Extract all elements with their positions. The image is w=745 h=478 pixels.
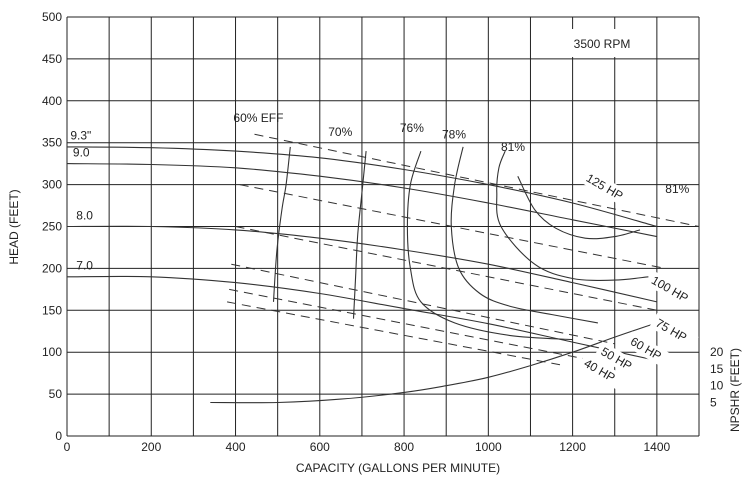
- horsepower-label-background: [579, 168, 630, 206]
- efficiency-curve: [272, 146, 291, 302]
- y-tick-label: 350: [42, 136, 62, 150]
- rpm-annotation: 3500 RPM: [574, 37, 631, 51]
- efficiency-curve-label: 60% EFF: [233, 111, 283, 125]
- x-tick-label: 1000: [475, 440, 502, 454]
- y-tick-label: 0: [55, 429, 62, 443]
- impeller-curve: [66, 163, 658, 238]
- y-tick-label: 250: [42, 220, 62, 234]
- impeller-curve-label: 9.3": [70, 129, 91, 143]
- horsepower-label-background: [594, 341, 645, 380]
- x-tick-label: 600: [310, 440, 330, 454]
- y-tick-label: 150: [42, 303, 62, 317]
- horsepower-line: [231, 263, 615, 345]
- horsepower-label-background: [649, 312, 699, 351]
- curves: [66, 133, 700, 404]
- efficiency-curve: [406, 150, 573, 341]
- y-axis-title: HEAD (FEET): [7, 189, 21, 264]
- efficiency-curve-label: 70%: [328, 125, 352, 139]
- x-axis-title: CAPACITY (GALLONS PER MINUTE): [296, 461, 500, 475]
- y2-tick-label: 20: [710, 345, 724, 359]
- y2-axis-title: NPSHR (FEET): [728, 348, 742, 432]
- x-tick-label: 200: [141, 440, 161, 454]
- efficiency-curve-label: 81%: [501, 140, 525, 154]
- horsepower-line: [254, 133, 700, 227]
- horsepower-line: [235, 226, 657, 311]
- y2-tick-label: 15: [710, 362, 724, 376]
- horsepower-line: [227, 301, 561, 366]
- x-tick-label: 400: [226, 440, 246, 454]
- y-tick-label: 200: [42, 261, 62, 275]
- horsepower-line-label: 60 HP: [628, 334, 664, 363]
- x-tick-label: 0: [64, 440, 71, 454]
- horsepower-label-background: [645, 270, 695, 309]
- y-tick-label: 500: [42, 10, 62, 24]
- efficiency-curve-label: 78%: [442, 128, 466, 142]
- impeller-curve-label: 7.0: [76, 259, 93, 273]
- annotation-box: [557, 29, 647, 57]
- y-tick-label: 450: [42, 52, 62, 66]
- y-tick-label: 100: [42, 345, 62, 359]
- y2-tick-label: 5: [710, 395, 717, 409]
- npshr-curve: [210, 322, 658, 404]
- y-tick-label: 50: [49, 387, 63, 401]
- efficiency-curve-label: 76%: [400, 121, 424, 135]
- efficiency-curve: [450, 146, 598, 324]
- horsepower-line-label: 75 HP: [653, 316, 689, 345]
- x-tick-label: 1200: [559, 440, 586, 454]
- impeller-curve-label: 8.0: [76, 208, 93, 222]
- efficiency-curve: [517, 175, 641, 240]
- impeller-curve: [66, 275, 658, 362]
- y-tick-label: 300: [42, 178, 62, 192]
- impeller-curve: [66, 146, 658, 228]
- efficiency-curve: [496, 150, 649, 281]
- y-tick-label: 400: [42, 94, 62, 108]
- efficiency-curve-label: 81%: [665, 182, 689, 196]
- x-tick-label: 800: [394, 440, 414, 454]
- horsepower-label-background: [624, 331, 674, 370]
- x-tick-label: 1400: [644, 440, 671, 454]
- impeller-curve-label: 9.0: [73, 145, 90, 159]
- horsepower-line: [239, 184, 666, 269]
- efficiency-curve: [352, 151, 367, 319]
- impeller-curve: [66, 225, 658, 303]
- tick-labels: 0 200 400 600 800 1000 1200 1400 0 50 100 150 200 250…: [42, 10, 724, 454]
- horsepower-line: [229, 288, 586, 360]
- y2-tick-label: 10: [710, 379, 724, 393]
- horsepower-label-background: [577, 353, 628, 392]
